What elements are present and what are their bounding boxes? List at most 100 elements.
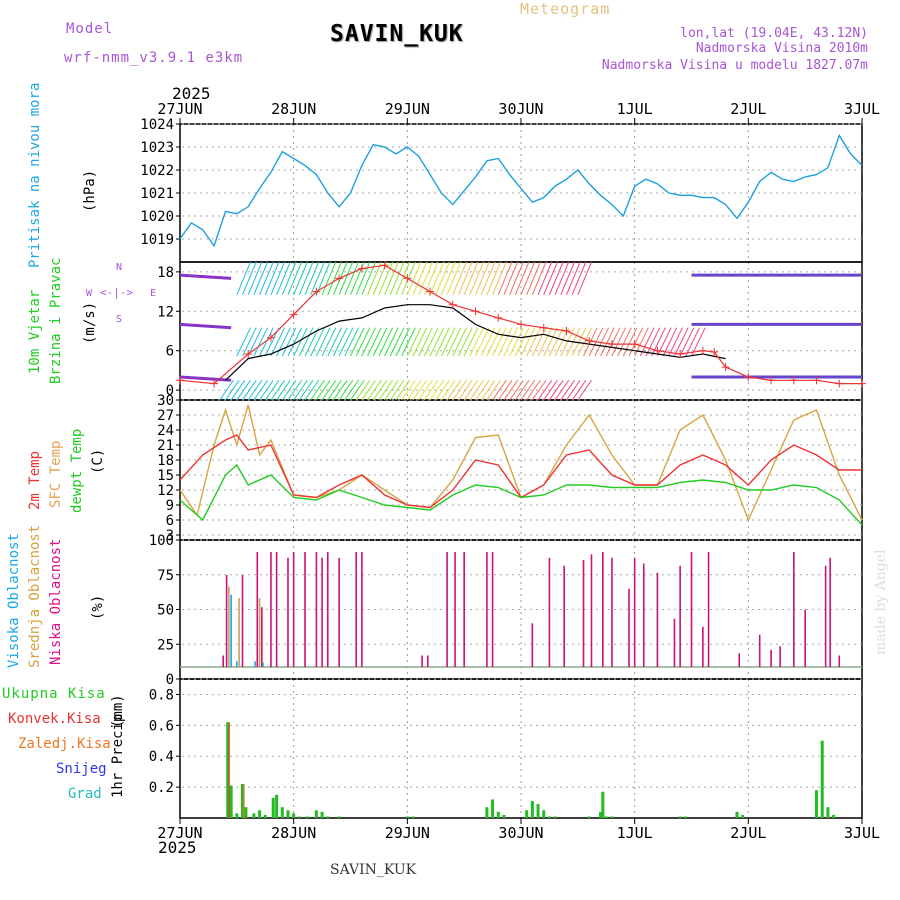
wind-hatch-2 xyxy=(242,261,257,296)
wind-hatch-1 xyxy=(293,327,308,357)
gust-marker xyxy=(676,350,685,358)
wind-hatch-2 xyxy=(293,261,308,296)
wind-hatch-0 xyxy=(537,380,553,401)
wind-hatch-0 xyxy=(435,380,450,401)
wind-hatch-0 xyxy=(475,380,490,401)
wind-hatch-0 xyxy=(423,380,439,401)
gust-marker xyxy=(539,323,548,332)
cloud-tick-label: 0 xyxy=(166,672,174,688)
wind-hatch-2 xyxy=(253,261,268,296)
wind-hatch-2 xyxy=(327,261,342,296)
wind-hatch-1 xyxy=(679,327,695,357)
precip-bar xyxy=(263,814,267,818)
pressure-tick-label: 1020 xyxy=(140,209,174,225)
wind-hatch-0 xyxy=(230,380,246,401)
wind-hatch-1 xyxy=(401,327,416,357)
precip-bar xyxy=(314,810,318,818)
x-tick-label-top: 1JUL xyxy=(617,100,653,118)
temp-tick-label: 21 xyxy=(157,438,174,454)
wind-hatch-2 xyxy=(503,261,519,296)
precip-bar xyxy=(684,816,688,818)
wind-hatch-2 xyxy=(287,261,303,296)
pressure-tick-label: 1023 xyxy=(140,140,174,156)
wind-hatch-2 xyxy=(548,261,564,296)
precip-bar xyxy=(286,810,290,818)
wind-hatch-1 xyxy=(355,327,371,357)
wind-hatch-2 xyxy=(338,261,354,296)
wind-hatch-0 xyxy=(406,380,422,401)
wind-hatch-0 xyxy=(486,380,501,401)
precip-bar xyxy=(326,816,330,818)
wind-hatch-0 xyxy=(293,380,308,401)
gust-marker xyxy=(312,287,321,296)
wind-hatch-2 xyxy=(247,261,263,296)
gust-marker xyxy=(494,313,503,322)
wind-tick-label: 12 xyxy=(157,304,174,320)
x-tick-label-top: 27JUN xyxy=(157,100,202,118)
wind-hatch-0 xyxy=(554,380,570,401)
wind-hatch-2 xyxy=(389,261,405,296)
wind-hatch-0 xyxy=(520,380,536,401)
pressure-line xyxy=(179,133,863,248)
precip-bar xyxy=(553,816,557,818)
precip-bar xyxy=(530,801,534,818)
wind-hatch-1 xyxy=(668,327,683,357)
wind-direction-band xyxy=(179,375,232,382)
wind-hatch-1 xyxy=(452,327,467,357)
precip-bar xyxy=(235,813,239,818)
gust-marker xyxy=(698,346,707,355)
wind-hatch-2 xyxy=(304,261,320,296)
wind-hatch-1 xyxy=(315,327,331,357)
wind-hatch-0 xyxy=(429,380,445,401)
wind-hatch-0 xyxy=(355,380,371,401)
legend-frozen-rain: Zaledj.Kisa xyxy=(18,736,111,752)
wind-hatch-2 xyxy=(469,261,484,296)
wind-hatch-1 xyxy=(440,327,456,357)
wind-hatch-1 xyxy=(253,327,268,357)
precip-bar xyxy=(241,784,245,818)
wind-hatch-1 xyxy=(628,327,644,357)
temp-tick-label: 15 xyxy=(157,468,174,484)
wind-hatch-1 xyxy=(367,327,382,357)
wind-hatch-1 xyxy=(691,327,706,357)
gust-marker xyxy=(744,373,753,381)
wind-hatch-1 xyxy=(503,327,519,357)
wind-hatch-1 xyxy=(520,327,536,357)
panel-frame-1 xyxy=(179,261,863,401)
wind-hatch-2 xyxy=(537,261,553,296)
wind-hatch-1 xyxy=(475,327,490,357)
wind-hatch-0 xyxy=(452,380,467,401)
wind-hatch-0 xyxy=(333,380,348,401)
wind-hatch-1 xyxy=(651,327,666,357)
cloud-tick-label: 50 xyxy=(157,603,174,619)
precip-bar xyxy=(547,816,551,818)
wind-hatch-1 xyxy=(338,327,354,357)
wind-hatch-2 xyxy=(543,261,558,296)
precip-tick-label: 0.2 xyxy=(149,780,174,796)
gust-marker xyxy=(585,336,594,345)
precip-tick-label: 0.6 xyxy=(149,718,174,734)
wind-hatch-0 xyxy=(497,380,513,401)
wind-hatch-0 xyxy=(577,380,592,401)
wind-hatch-0 xyxy=(276,380,291,401)
wind-tick-label: 18 xyxy=(157,265,174,281)
precip-bar xyxy=(320,811,324,818)
wind-hatch-1 xyxy=(458,327,473,357)
wind-hatch-1 xyxy=(486,327,501,357)
wind-hatch-2 xyxy=(531,261,547,296)
wind-hatch-0 xyxy=(372,380,388,401)
wind-hatch-1 xyxy=(492,327,507,357)
precip-bar xyxy=(411,816,415,818)
wind-hatch-2 xyxy=(321,261,337,296)
wind-hatch-1 xyxy=(423,327,439,357)
wind-hatch-1 xyxy=(446,327,462,357)
gust-marker xyxy=(653,346,662,355)
temp-tick-label: 12 xyxy=(157,483,174,499)
precip-bar xyxy=(678,816,682,818)
wind-hatch-0 xyxy=(304,380,320,401)
compass-s: S xyxy=(116,314,123,325)
wind-hatch-2 xyxy=(520,261,536,296)
x-tick-label-bottom: 1JUL xyxy=(617,824,653,842)
x-tick-label-bottom: 30JUN xyxy=(498,824,543,842)
